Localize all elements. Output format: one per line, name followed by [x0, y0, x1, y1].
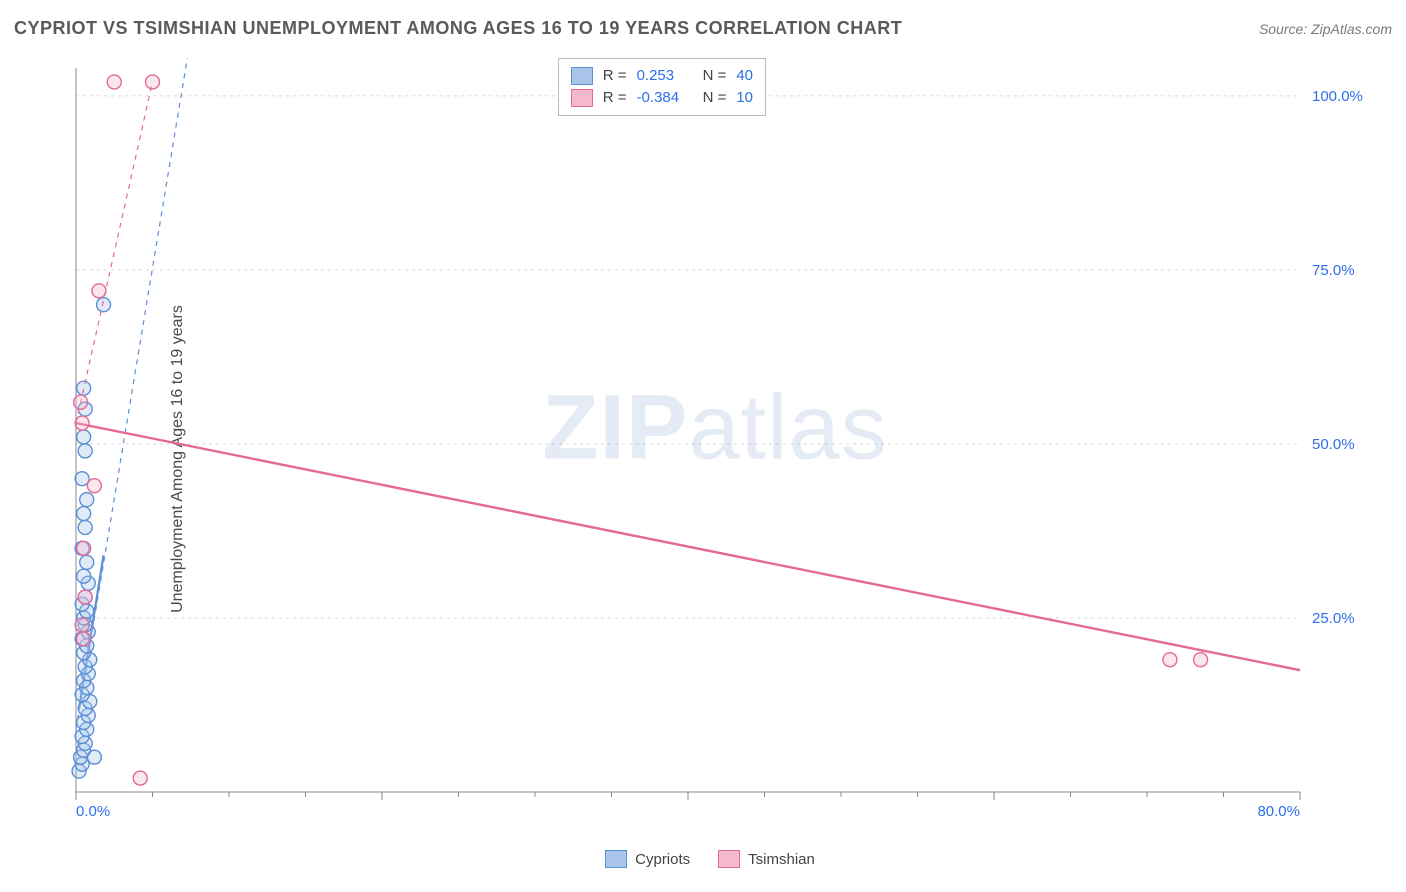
legend-swatch	[571, 89, 593, 107]
ytick-label: 50.0%	[1312, 436, 1355, 453]
chart-title: CYPRIOT VS TSIMSHIAN UNEMPLOYMENT AMONG …	[14, 18, 902, 39]
series-legend: Cypriots Tsimshian	[30, 850, 1390, 868]
chart-header: CYPRIOT VS TSIMSHIAN UNEMPLOYMENT AMONG …	[14, 18, 1392, 39]
data-point	[74, 395, 88, 409]
xtick-label: 0.0%	[76, 803, 110, 820]
data-point	[80, 493, 94, 507]
data-point	[78, 444, 92, 458]
data-point	[78, 590, 92, 604]
ytick-label: 75.0%	[1312, 262, 1355, 279]
legend-swatch	[605, 850, 627, 868]
legend-swatch	[571, 67, 593, 85]
n-label: N =	[703, 87, 727, 109]
data-point	[77, 569, 91, 583]
data-point	[1163, 653, 1177, 667]
stat-row: R = 0.253 N = 40	[571, 65, 753, 87]
n-value: 10	[736, 87, 753, 109]
r-label: R =	[603, 65, 627, 87]
data-point	[87, 750, 101, 764]
trend-line	[76, 423, 1300, 670]
data-point	[97, 298, 111, 312]
legend-item: Tsimshian	[718, 850, 815, 868]
xtick-label: 80.0%	[1257, 803, 1300, 820]
data-point	[146, 75, 160, 89]
data-point	[75, 618, 89, 632]
data-point	[78, 520, 92, 534]
n-value: 40	[736, 65, 753, 87]
chart-source: Source: ZipAtlas.com	[1259, 21, 1392, 37]
data-point	[107, 75, 121, 89]
chart-container: Unemployment Among Ages 16 to 19 years 2…	[30, 54, 1390, 864]
data-point	[1194, 653, 1208, 667]
data-point	[77, 381, 91, 395]
data-point	[77, 507, 91, 521]
data-point	[77, 541, 91, 555]
r-value: 0.253	[637, 65, 693, 87]
legend-label: Cypriots	[635, 851, 690, 868]
data-point	[87, 479, 101, 493]
ytick-label: 25.0%	[1312, 610, 1355, 627]
legend-label: Tsimshian	[748, 851, 815, 868]
data-point	[133, 771, 147, 785]
data-point	[77, 430, 91, 444]
correlation-stats-box: R = 0.253 N = 40 R = -0.384 N = 10	[558, 58, 766, 116]
chart-svg: 25.0% 50.0% 75.0% 100.0% 0.0% 80.0%	[60, 58, 1370, 828]
ytick-label: 100.0%	[1312, 88, 1363, 105]
r-label: R =	[603, 87, 627, 109]
data-point	[92, 284, 106, 298]
trend-line-dashed	[76, 82, 153, 423]
n-label: N =	[703, 65, 727, 87]
data-point	[77, 632, 91, 646]
data-point	[75, 416, 89, 430]
r-value: -0.384	[637, 87, 693, 109]
plot-area: 25.0%50.0%75.0%100.0%0.0%80.0% ZIPatlas …	[60, 58, 1370, 828]
stat-row: R = -0.384 N = 10	[571, 87, 753, 109]
legend-swatch	[718, 850, 740, 868]
legend-item: Cypriots	[605, 850, 690, 868]
data-point	[80, 555, 94, 569]
